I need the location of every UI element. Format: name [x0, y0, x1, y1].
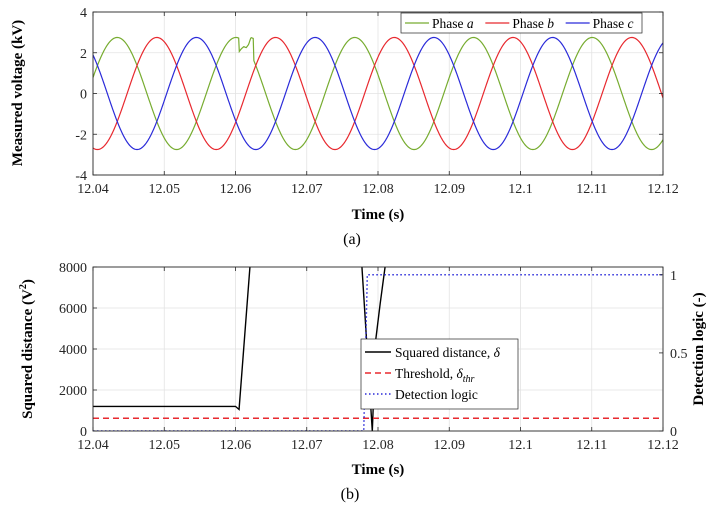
legend-label-c: Phase c [593, 16, 634, 31]
y-tick-label-b: 2000 [59, 384, 87, 399]
legend-label-symbol: δ [494, 345, 501, 360]
caption-b: (b) [341, 486, 360, 503]
right-y-tick-label-b: 0 [670, 425, 677, 440]
legend-label-a: Phase a [432, 16, 474, 31]
grid-a [92, 11, 664, 176]
x-tick-label-b: 12.04 [77, 438, 109, 453]
legend-label-main: Squared distance, [395, 345, 494, 360]
x-tick-label-b: 12.08 [362, 438, 394, 453]
x-tick-label-a: 12.04 [77, 182, 109, 197]
x-axis-label-b: Time (s) [352, 462, 405, 478]
legend-label-letter: b [547, 16, 554, 31]
y-axis-label-b-main: Squared distance (V [20, 289, 36, 419]
x-tick-label-b: 12.06 [220, 438, 252, 453]
legend-label-main: Threshold, [395, 366, 457, 381]
legend-label-main: Detection logic [395, 387, 478, 402]
legend-label-symbol: δ [457, 366, 464, 381]
legend-box-a [400, 12, 643, 34]
x-axis-label-a: Time (s) [352, 207, 405, 223]
y-axis-label-a: Measured voltage (kV) [10, 20, 26, 166]
x-tick-label-a: 12.11 [576, 182, 607, 197]
ticks-b: 12.04 12.05 12.06 12.07 12.08 12.09 12.1 12.11 1… [59, 261, 688, 453]
y-tick-label-b: 6000 [59, 302, 87, 317]
x-tick-label-a: 12.1 [508, 182, 533, 197]
x-tick-label-a: 12.09 [434, 182, 466, 197]
legend-label-letter: a [467, 16, 474, 31]
right-y-tick-label-b: 1 [670, 269, 677, 284]
ticks-a: 12.04 12.05 12.06 12.07 12.08 12.09 12.1 12.11 1… [75, 6, 678, 197]
series-group-a [93, 36, 663, 151]
legend-label-b: Phase b [512, 16, 554, 31]
subplot-a-voltage: 12.04 12.05 12.06 12.07 12.08 12.09 12.1 12.11 1… [10, 6, 679, 248]
legend-a: Phase a Phase b Phase c [400, 12, 643, 34]
series-line-c [93, 36, 663, 151]
legend-label-b-1: Threshold, δthr [395, 366, 475, 385]
right-y-axis-label-b: Detection logic (-) [691, 292, 707, 405]
series-line-a [93, 36, 663, 151]
legend-label-subscript: thr [463, 374, 475, 385]
x-tick-label-b: 12.1 [508, 438, 533, 453]
x-tick-label-b: 12.07 [291, 438, 323, 453]
y-axis-label-b-sup: 2 [18, 284, 29, 289]
x-tick-label-a: 12.06 [220, 182, 252, 197]
y-axis-label-b: Squared distance (V2) [18, 279, 36, 419]
x-tick-label-a: 12.08 [362, 182, 394, 197]
y-tick-label-a: 2 [80, 47, 87, 62]
right-y-tick-label-b: 0.5 [670, 347, 688, 362]
y-tick-label-a: -4 [75, 169, 87, 184]
legend-label-b-2: Detection logic [395, 387, 478, 402]
legend-box-b [360, 338, 519, 410]
legend-label-b-0: Squared distance, δ [395, 345, 501, 360]
x-tick-label-a: 12.07 [291, 182, 323, 197]
legend-label-main: Phase [432, 16, 467, 31]
y-axis-label-b-end: ) [20, 279, 36, 284]
legend-label-letter: c [628, 16, 634, 31]
x-tick-label-b: 12.05 [149, 438, 181, 453]
y-tick-label-a: 4 [80, 6, 87, 21]
x-tick-label-b: 12.11 [576, 438, 607, 453]
y-tick-label-a: 0 [80, 88, 87, 103]
x-tick-label-a: 12.12 [647, 182, 679, 197]
legend-label-main: Phase [593, 16, 628, 31]
y-tick-label-a: -2 [75, 128, 87, 143]
x-tick-label-b: 12.09 [434, 438, 466, 453]
y-tick-label-b: 0 [80, 425, 87, 440]
caption-a: (a) [343, 231, 361, 248]
subplot-b-detection: 12.04 12.05 12.06 12.07 12.08 12.09 12.1 12.11 1… [18, 261, 707, 503]
series-line-b [93, 36, 663, 151]
x-tick-label-b: 12.12 [647, 438, 679, 453]
x-tick-label-a: 12.05 [149, 182, 181, 197]
y-tick-label-b: 4000 [59, 343, 87, 358]
y-tick-label-b: 8000 [59, 261, 87, 276]
legend-label-main: Phase [512, 16, 547, 31]
